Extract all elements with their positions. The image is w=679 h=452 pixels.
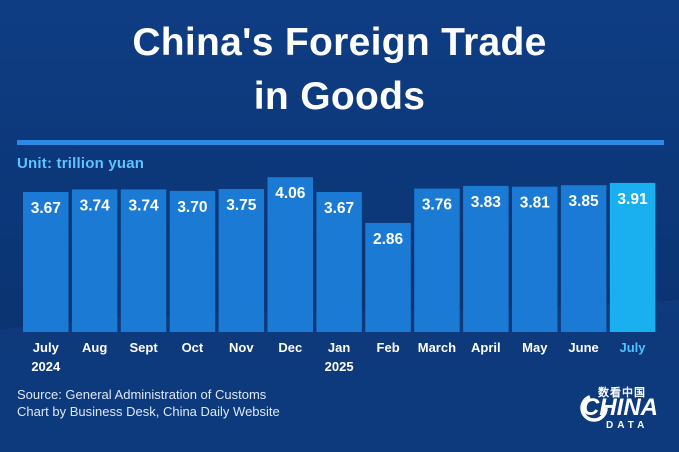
- category-label-7: Feb: [377, 340, 400, 355]
- value-label-6: 3.67: [324, 200, 354, 217]
- value-label-8: 3.76: [422, 197, 453, 214]
- credit-line: Chart by Business Desk, China Daily Webs…: [17, 404, 280, 419]
- value-label-0: 3.67: [31, 200, 61, 217]
- category-label-12: July: [619, 340, 646, 355]
- category-label-9: April: [471, 340, 501, 355]
- year-label-6: 2025: [325, 359, 354, 374]
- value-label-9: 3.83: [471, 194, 502, 211]
- logo-main-text: CHINA: [582, 394, 658, 421]
- bar-9: [463, 185, 509, 332]
- title-divider: [17, 140, 664, 145]
- logo-sub-text: DATA: [606, 420, 649, 431]
- bar-2: [120, 189, 167, 332]
- bar-10: [512, 186, 558, 332]
- bar-11: [560, 185, 607, 332]
- china-data-logo-mark: [580, 394, 608, 422]
- value-label-12: 3.91: [617, 191, 648, 208]
- value-label-3: 3.70: [177, 199, 207, 216]
- value-label-4: 3.75: [226, 197, 257, 214]
- bar-5: [267, 177, 313, 332]
- value-label-10: 3.81: [520, 195, 551, 212]
- bar-6: [316, 192, 362, 332]
- chart-title-line2: in Goods: [253, 75, 426, 118]
- bar-3: [169, 190, 216, 332]
- chart-title-line1: China's Foreign Trade: [132, 21, 547, 64]
- category-label-1: Aug: [82, 340, 107, 355]
- source-line: Source: General Administration of Custom…: [17, 387, 267, 402]
- value-label-2: 3.74: [129, 197, 160, 214]
- category-label-6: Jan: [328, 340, 350, 355]
- bar-0: [23, 192, 69, 332]
- bar-8: [414, 188, 460, 332]
- year-label-0: 2024: [31, 359, 61, 374]
- value-label-7: 2.86: [373, 231, 404, 248]
- category-label-10: May: [522, 340, 548, 355]
- category-label-8: March: [418, 340, 456, 355]
- value-label-11: 3.85: [569, 193, 600, 210]
- bar-4: [218, 189, 265, 332]
- category-label-5: Dec: [278, 340, 302, 355]
- value-label-1: 3.74: [80, 197, 111, 214]
- category-label-4: Nov: [229, 340, 254, 355]
- bar-12: [609, 182, 656, 332]
- category-label-0: July: [33, 340, 60, 355]
- value-label-5: 4.06: [275, 185, 306, 202]
- unit-label: Unit: trillion yuan: [17, 155, 145, 172]
- category-label-11: June: [568, 340, 598, 355]
- category-label-2: Sept: [130, 340, 159, 355]
- logo-chinese-text: 数看中国: [598, 387, 646, 399]
- bar-7: [365, 222, 411, 332]
- category-label-3: Oct: [182, 340, 204, 355]
- bar-1: [71, 189, 118, 332]
